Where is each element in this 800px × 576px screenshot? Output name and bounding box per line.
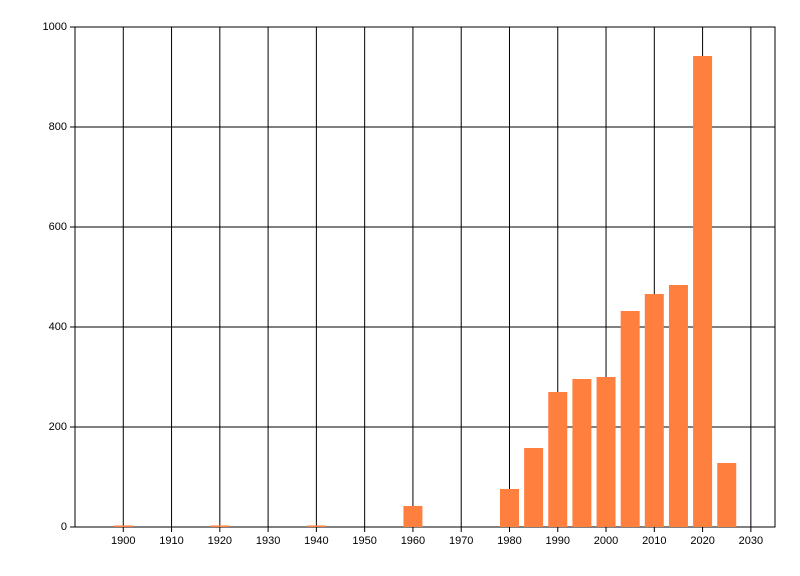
bar xyxy=(306,525,326,527)
bar xyxy=(693,56,713,527)
bar xyxy=(499,489,519,527)
x-tick-label: 2000 xyxy=(594,535,618,547)
x-tick-label: 1930 xyxy=(256,535,280,547)
x-tick-label: 1910 xyxy=(159,535,183,547)
bar xyxy=(403,506,423,527)
y-tick-label: 0 xyxy=(61,521,67,533)
x-tick-label: 2020 xyxy=(690,535,714,547)
bar xyxy=(620,311,640,527)
bar xyxy=(548,392,568,527)
bar xyxy=(644,294,664,527)
x-tick-label: 1940 xyxy=(304,535,328,547)
y-tick-label: 200 xyxy=(49,421,67,433)
x-tick-label: 1920 xyxy=(208,535,232,547)
y-tick-label: 800 xyxy=(49,121,67,133)
bar xyxy=(596,377,616,527)
bar xyxy=(668,285,688,527)
bar xyxy=(524,448,544,527)
x-tick-label: 1970 xyxy=(449,535,473,547)
x-tick-label: 1990 xyxy=(546,535,570,547)
bar xyxy=(572,379,592,527)
x-tick-label: 1980 xyxy=(497,535,521,547)
y-tick-label: 1000 xyxy=(43,21,67,33)
x-tick-label: 2030 xyxy=(739,535,763,547)
bar xyxy=(717,463,737,527)
x-tick-label: 1960 xyxy=(401,535,425,547)
y-tick-label: 600 xyxy=(49,221,67,233)
y-tick-label: 400 xyxy=(49,321,67,333)
x-tick-label: 1900 xyxy=(111,535,135,547)
bar xyxy=(113,525,133,527)
bar xyxy=(210,525,230,527)
x-tick-label: 1950 xyxy=(352,535,376,547)
x-tick-label: 2010 xyxy=(642,535,666,547)
